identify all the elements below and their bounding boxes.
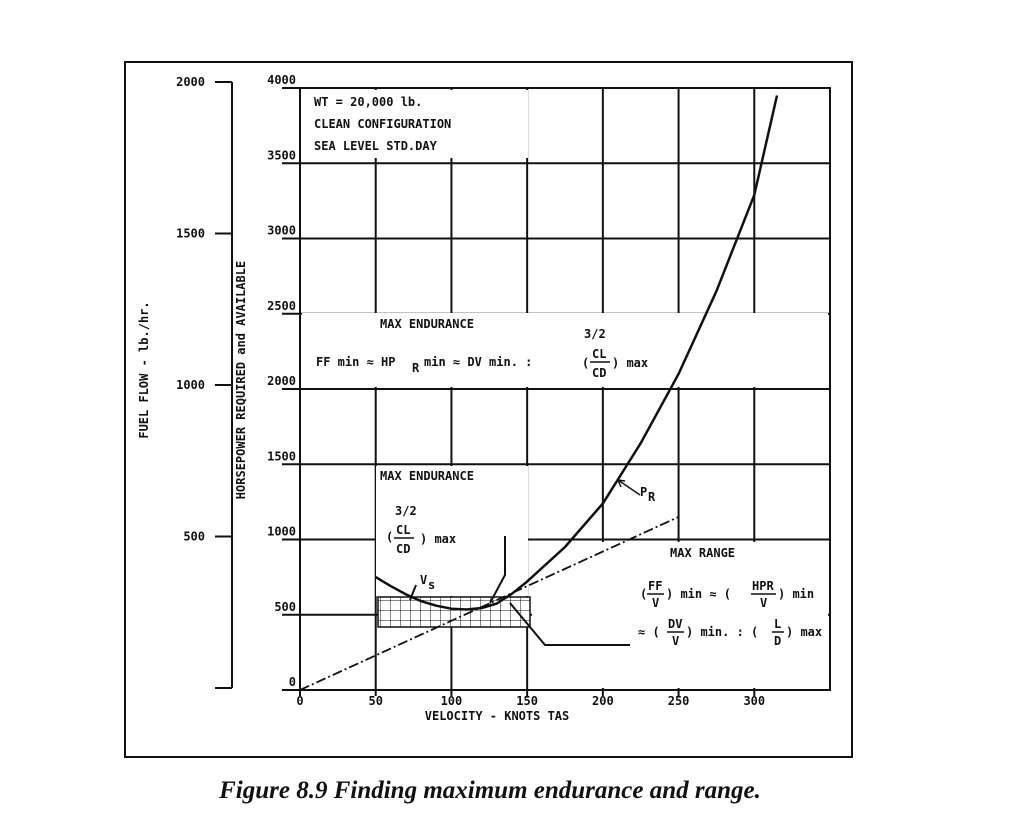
x-tick-label: 250 bbox=[668, 694, 690, 708]
x-tick-label: 0 bbox=[296, 694, 303, 708]
y-tick-label: 500 bbox=[274, 600, 296, 614]
x-tick-label: 100 bbox=[441, 694, 463, 708]
formula: ) min. : ( bbox=[686, 625, 758, 639]
annotation: MAX ENDURANCE bbox=[380, 469, 474, 483]
curve-label: V bbox=[420, 573, 427, 587]
info: SEA LEVEL STD.DAY bbox=[314, 139, 438, 153]
formula: L bbox=[774, 617, 781, 631]
y-axis-label: HORSEPOWER REQUIRED and AVAILABLE bbox=[234, 261, 248, 499]
y2-tick-label: 500 bbox=[183, 530, 205, 544]
x-tick-label: 50 bbox=[368, 694, 382, 708]
y-tick-label: 2000 bbox=[267, 374, 296, 388]
y-tick-label: 3500 bbox=[267, 148, 296, 162]
x-tick-label: 150 bbox=[516, 694, 538, 708]
formula: R bbox=[412, 361, 420, 375]
endurance-box bbox=[376, 466, 528, 596]
series-line bbox=[299, 516, 679, 691]
curve-label: P bbox=[640, 485, 647, 499]
info-box bbox=[302, 90, 528, 158]
y2-tick-label: 2000 bbox=[176, 75, 205, 89]
formula: 3/2 bbox=[584, 327, 606, 341]
formula: ( bbox=[386, 530, 393, 544]
x-tick-label: 200 bbox=[592, 694, 614, 708]
hatched-region bbox=[377, 596, 531, 628]
formula: ) max bbox=[420, 532, 456, 546]
endurance-band bbox=[302, 313, 828, 387]
formula: V bbox=[652, 596, 659, 610]
x-tick-label: 300 bbox=[743, 694, 765, 708]
info: CLEAN CONFIGURATION bbox=[314, 117, 451, 131]
formula: FF bbox=[648, 579, 662, 593]
y-tick-label: 1500 bbox=[267, 449, 296, 463]
annotation: MAX ENDURANCE bbox=[380, 317, 474, 331]
formula: DV bbox=[668, 617, 682, 631]
x-axis-label: VELOCITY - KNOTS TAS bbox=[425, 709, 570, 723]
formula: CD bbox=[396, 542, 410, 556]
caption: Figure 8.9 Finding maximum endurance and… bbox=[218, 777, 761, 804]
formula: ) min bbox=[778, 587, 814, 601]
formula: ( bbox=[640, 587, 647, 601]
range-box bbox=[532, 542, 828, 688]
formula: V bbox=[760, 596, 767, 610]
plot-border bbox=[299, 87, 831, 691]
info: WT = 20,000 lb. bbox=[314, 95, 422, 109]
formula: CL bbox=[396, 523, 410, 537]
frame bbox=[124, 61, 853, 758]
y-tick-label: 0 bbox=[289, 675, 296, 689]
formula: HPR bbox=[752, 579, 774, 593]
pr-pointer bbox=[617, 479, 641, 496]
series-line bbox=[375, 95, 779, 611]
y2-tick-label: 1500 bbox=[176, 227, 205, 241]
formula: FF min ≈ HP bbox=[316, 355, 395, 369]
formula: CD bbox=[592, 366, 606, 380]
y2-axis-label: FUEL FLOW - lb./hr. bbox=[137, 301, 151, 438]
curve-label: R bbox=[648, 490, 656, 504]
formula: D bbox=[774, 634, 781, 648]
y-tick-label: 2500 bbox=[267, 299, 296, 313]
formula: V bbox=[672, 634, 679, 648]
formula: ) min ≈ ( bbox=[666, 587, 731, 601]
curve-label: s bbox=[428, 578, 435, 592]
y-tick-label: 1000 bbox=[267, 525, 296, 539]
formula: ≈ ( bbox=[638, 625, 660, 639]
y-tick-label: 3000 bbox=[267, 224, 296, 238]
formula: ) max bbox=[786, 625, 822, 639]
formula: CL bbox=[592, 347, 606, 361]
y-tick-label: 4000 bbox=[267, 73, 296, 87]
formula: 3/2 bbox=[395, 504, 417, 518]
formula: ) max bbox=[612, 356, 648, 370]
formula: ( bbox=[582, 356, 589, 370]
formula: min ≈ DV min. : bbox=[424, 355, 532, 369]
y2-tick-label: 1000 bbox=[176, 378, 205, 392]
annotation: MAX RANGE bbox=[670, 546, 735, 560]
